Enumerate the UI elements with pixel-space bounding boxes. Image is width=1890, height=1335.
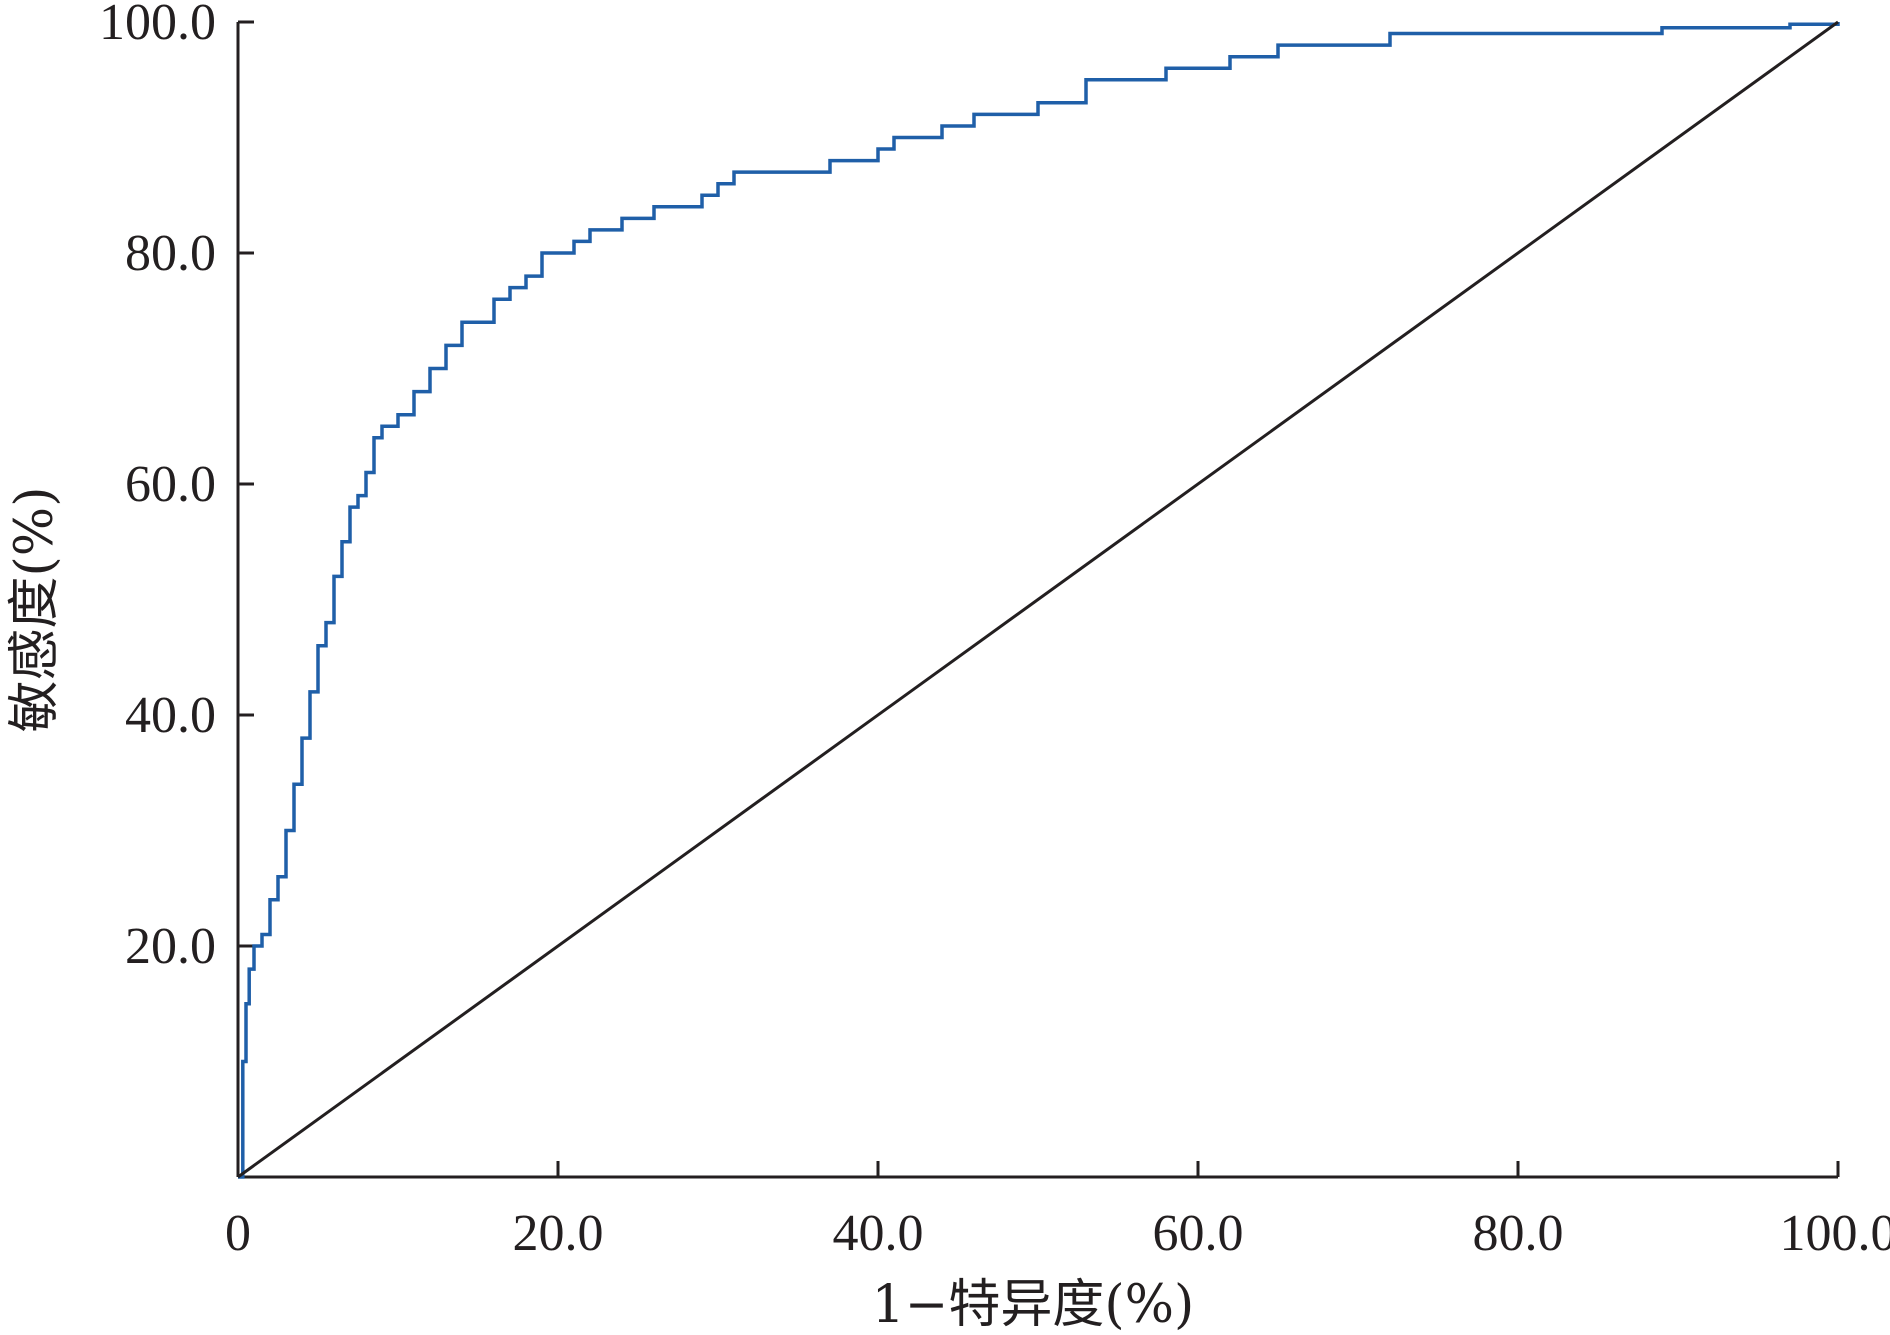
y-tick-label: 20.0 bbox=[125, 918, 216, 975]
y-tick-label: 80.0 bbox=[125, 225, 216, 282]
x-tick-label: 40.0 bbox=[833, 1205, 924, 1262]
y-tick-label: 100.0 bbox=[99, 0, 216, 51]
x-tick-label: 0 bbox=[225, 1205, 251, 1262]
x-tick-label: 80.0 bbox=[1473, 1205, 1564, 1262]
y-tick-label: 40.0 bbox=[125, 687, 216, 744]
x-tick-label: 100.0 bbox=[1780, 1205, 1890, 1262]
plot-series bbox=[237, 20, 1840, 1179]
y-tick-label: 60.0 bbox=[125, 456, 216, 513]
axis-labels: 0 20.0 40.0 60.0 80.0 100.0 20.0 40.0 60.0 80.0 10… bbox=[5, 0, 1890, 1335]
x-tick-label: 60.0 bbox=[1153, 1205, 1244, 1262]
y-axis-title: 敏感度(%) bbox=[5, 487, 65, 733]
roc-curve-line bbox=[238, 22, 1840, 1179]
x-axis-title: 1−特异度(%) bbox=[872, 1275, 1195, 1335]
axes bbox=[236, 20, 1840, 1179]
x-tick-label: 20.0 bbox=[513, 1205, 604, 1262]
reference-diagonal-line bbox=[237, 20, 1839, 1179]
